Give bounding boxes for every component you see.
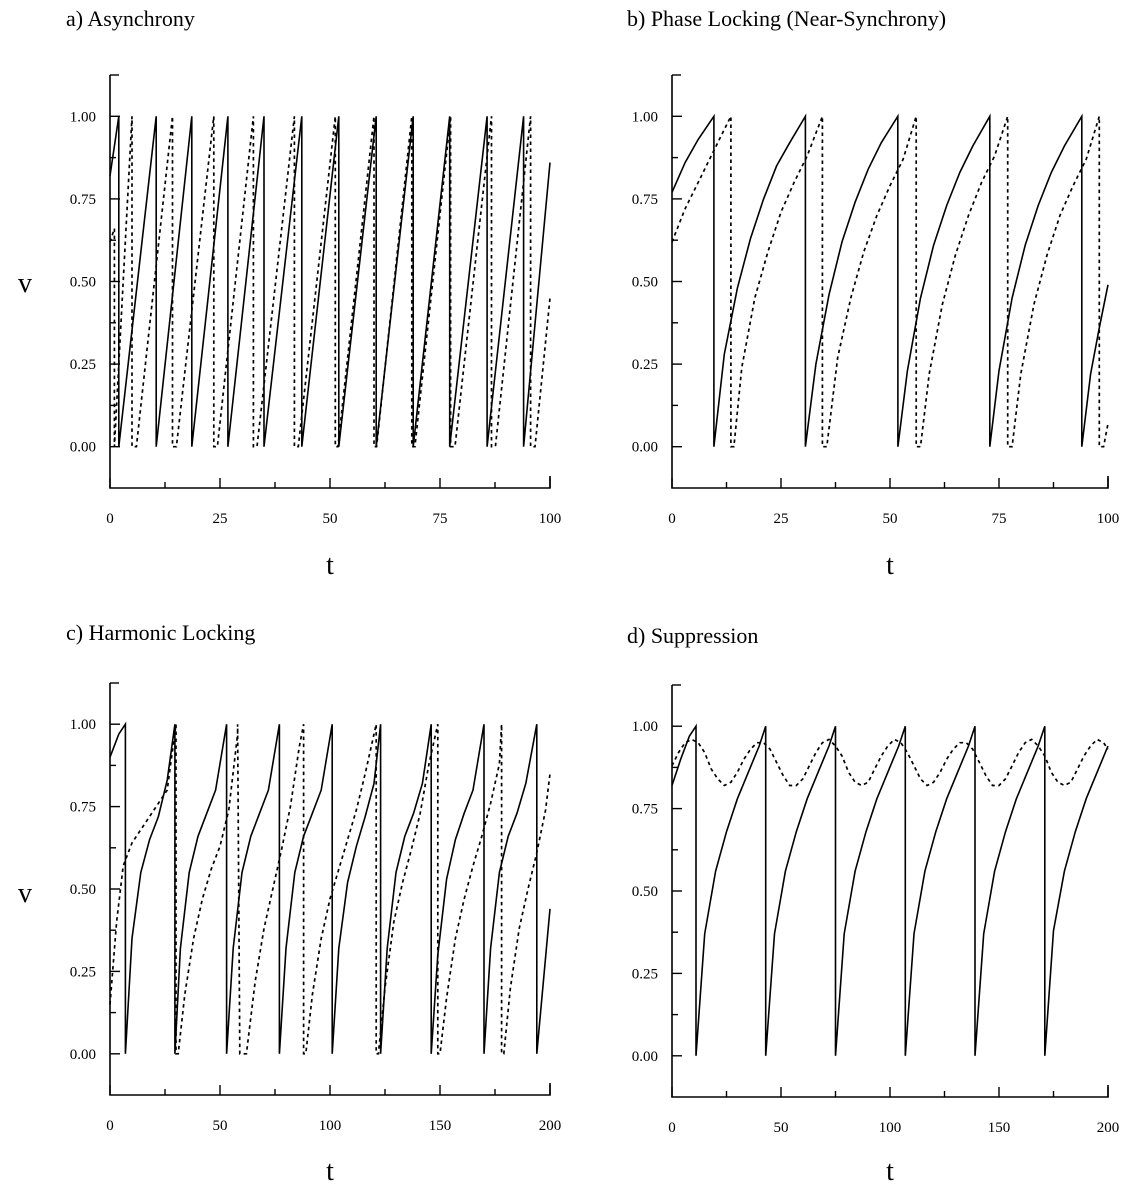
panel-a-ytick-label: 0.50 bbox=[70, 275, 96, 291]
panel-c-ytick-label: 0.00 bbox=[70, 1047, 96, 1063]
panel-d-dotted-trace bbox=[671, 738, 1109, 787]
panel-a-title: a) Asynchrony bbox=[66, 6, 195, 31]
panel-b-title: b) Phase Locking (Near-Synchrony) bbox=[627, 6, 946, 31]
panel-c-ytick-label: 0.75 bbox=[70, 800, 96, 816]
panel-d-xlabel: t bbox=[886, 1156, 894, 1187]
panel-b-xtick-label: 0 bbox=[668, 511, 676, 527]
panel-d-ytick-label: 0.50 bbox=[632, 884, 658, 900]
panel-d-axes bbox=[671, 685, 1109, 1098]
panel-d-xtick-label: 150 bbox=[988, 1120, 1011, 1136]
panel-c-ytick-label: 1.00 bbox=[70, 717, 96, 733]
panel-c-ytick-label: 0.25 bbox=[70, 964, 96, 980]
panel-a-dotted-trace bbox=[109, 116, 551, 448]
panel-a-ytick-label: 0.25 bbox=[70, 357, 96, 373]
panel-a-xtick-label: 50 bbox=[323, 511, 338, 527]
panel-d-solid-trace bbox=[671, 723, 1109, 1056]
panel-d-xtick-label: 200 bbox=[1097, 1120, 1120, 1136]
panel-d-ytick-label: 0.00 bbox=[632, 1049, 658, 1065]
panel-d: d) Suppression t 0.00 0.25 0.50 0.75 1.00 0 50… bbox=[627, 623, 1119, 1187]
panel-c-xlabel: t bbox=[326, 1156, 334, 1187]
panel-d-xtick-label: 50 bbox=[774, 1120, 789, 1136]
panel-c: c) Harmonic Locking v t 0.00 0.25 0.50 0.75… bbox=[18, 620, 561, 1187]
panel-b-ytick-label: 0.25 bbox=[632, 357, 658, 373]
panel-c-dotted-trace bbox=[109, 724, 551, 1055]
panel-c-xtick-label: 200 bbox=[539, 1118, 562, 1134]
panel-d-ytick-label: 0.75 bbox=[632, 802, 658, 818]
panel-b-ytick-label: 1.00 bbox=[632, 109, 658, 125]
panel-a-ytick-label: 0.00 bbox=[70, 440, 96, 456]
panel-a-ylabel: v bbox=[18, 268, 32, 299]
panel-b: b) Phase Locking (Near-Synchrony) t 0.00… bbox=[627, 6, 1119, 581]
panel-d-ytick-label: 1.00 bbox=[632, 719, 658, 735]
panel-d-xtick-label: 0 bbox=[668, 1120, 676, 1136]
panel-c-xtick-label: 50 bbox=[213, 1118, 228, 1134]
panel-b-solid-trace bbox=[671, 113, 1109, 447]
panel-b-ytick-label: 0.75 bbox=[632, 192, 658, 208]
panel-c-title: c) Harmonic Locking bbox=[66, 620, 255, 645]
panel-b-xtick-label: 75 bbox=[992, 511, 1007, 527]
panel-a-xtick-label: 0 bbox=[106, 511, 114, 527]
panel-d-ytick-label: 0.25 bbox=[632, 966, 658, 982]
panel-b-xlabel: t bbox=[886, 550, 894, 581]
panel-a-xlabel: t bbox=[326, 550, 334, 581]
panel-b-xtick-label: 100 bbox=[1097, 511, 1120, 527]
panel-b-axes bbox=[671, 75, 1109, 489]
panel-a-ytick-label: 1.00 bbox=[70, 109, 96, 125]
panel-c-ytick-label: 0.50 bbox=[70, 882, 96, 898]
panel-b-dotted-trace bbox=[671, 115, 1109, 448]
panel-a-xtick-label: 75 bbox=[433, 511, 448, 527]
panel-a: a) Asynchrony v t 0.00 0.25 0.50 0.75 1.00 0 2… bbox=[18, 6, 561, 581]
panel-c-xtick-label: 0 bbox=[106, 1118, 114, 1134]
panel-a-xtick-label: 25 bbox=[213, 511, 228, 527]
panel-b-xtick-label: 25 bbox=[774, 511, 789, 527]
panel-b-ytick-label: 0.50 bbox=[632, 275, 658, 291]
panel-a-solid-trace bbox=[109, 116, 551, 447]
panel-c-xtick-label: 150 bbox=[429, 1118, 452, 1134]
panel-d-title: d) Suppression bbox=[627, 623, 758, 648]
panel-c-ylabel: v bbox=[18, 878, 32, 909]
panel-b-ytick-label: 0.00 bbox=[632, 440, 658, 456]
panel-a-ytick-label: 0.75 bbox=[70, 192, 96, 208]
panel-c-xtick-label: 100 bbox=[319, 1118, 342, 1134]
panel-a-xtick-label: 100 bbox=[539, 511, 562, 527]
panel-b-xtick-label: 50 bbox=[883, 511, 898, 527]
panel-d-xtick-label: 100 bbox=[879, 1120, 902, 1136]
